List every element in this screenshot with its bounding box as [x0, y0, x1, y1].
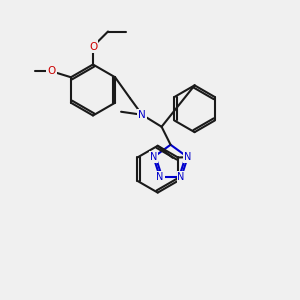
Text: N: N [184, 152, 191, 162]
Text: N: N [156, 172, 164, 182]
Text: O: O [47, 66, 56, 76]
Text: N: N [178, 172, 185, 182]
Text: N: N [150, 152, 157, 162]
Text: N: N [138, 110, 146, 120]
Text: O: O [89, 41, 97, 52]
